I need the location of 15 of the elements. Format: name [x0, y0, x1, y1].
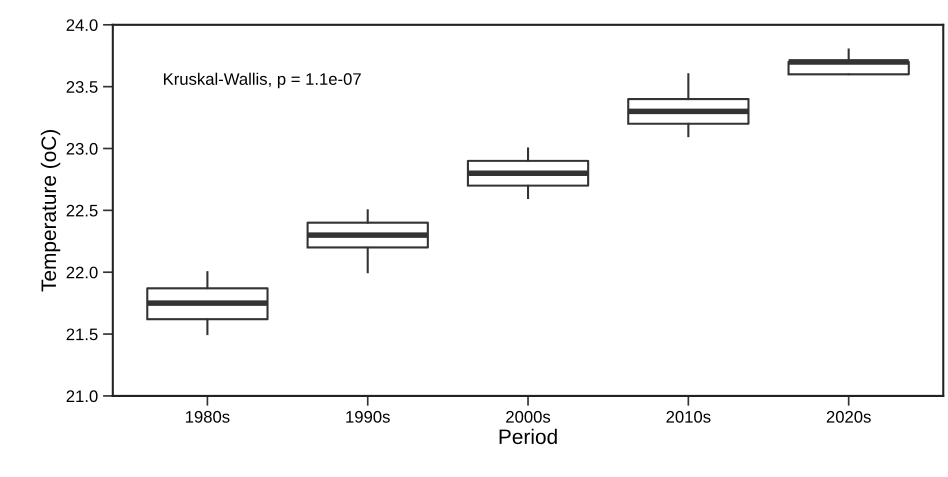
y-tick-label: 21.5	[66, 328, 98, 340]
y-tick-label: 22.5	[66, 204, 98, 217]
y-tick-label: 23.0	[66, 142, 98, 155]
x-tick-label: 2000s	[506, 410, 550, 423]
x-tick-label: 1990s	[346, 410, 390, 423]
x-tick-label: 1980s	[186, 410, 230, 423]
y-axis-title: Temperature (oC)	[40, 130, 60, 292]
x-tick-label: 2020s	[826, 410, 871, 423]
y-tick-label: 24.0	[66, 19, 98, 32]
y-tick-label: 21.0	[66, 390, 98, 402]
y-tick-label: 23.5	[66, 81, 98, 93]
annotation: Kruskal-Wallis, p = 1.1e-07	[164, 72, 361, 88]
x-axis-title: Period	[500, 428, 557, 444]
x-tick-label: 2010s	[666, 410, 710, 423]
y-tick-label: 22.0	[66, 266, 98, 278]
